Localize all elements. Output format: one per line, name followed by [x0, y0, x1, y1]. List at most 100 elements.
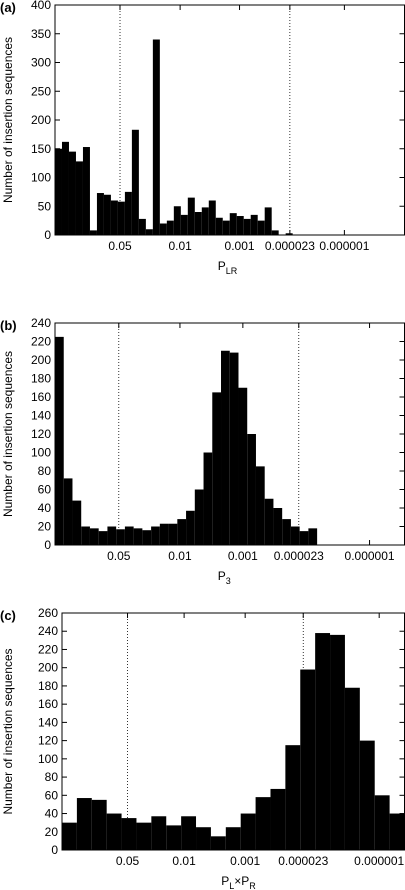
bar — [264, 498, 274, 545]
x-axis-label: P3 — [218, 569, 231, 586]
bar — [106, 813, 122, 850]
bar — [81, 526, 90, 545]
y-tick-label: 40 — [45, 807, 59, 821]
bar — [257, 220, 265, 235]
bar — [221, 350, 230, 545]
bar — [133, 528, 143, 545]
bar — [299, 531, 309, 545]
y-tick-label: 250 — [31, 84, 51, 98]
bar — [124, 191, 132, 235]
bar — [194, 212, 202, 235]
x-tick-label: 0.01 — [168, 239, 192, 253]
bar — [166, 220, 174, 235]
bar — [271, 230, 279, 235]
panel-label: (b) — [0, 318, 17, 333]
bar — [76, 798, 92, 850]
bar — [359, 740, 375, 850]
y-tick-label: 120 — [31, 427, 51, 441]
bar — [103, 194, 111, 235]
x-tick-label: 0.01 — [172, 854, 196, 868]
x-tick-label: 0.001 — [230, 854, 260, 868]
x-axis-label-subscript: LR — [226, 266, 238, 276]
y-tick-label: 0 — [44, 538, 51, 552]
y-tick-label: 100 — [38, 752, 58, 766]
x-axis-label-part: P — [218, 569, 226, 583]
bar — [222, 220, 230, 235]
bar — [374, 795, 390, 850]
x-tick-label: 0.05 — [107, 549, 131, 563]
y-tick-label: 140 — [38, 715, 58, 729]
y-tick-label: 180 — [38, 679, 58, 693]
bar — [255, 797, 271, 850]
bar — [186, 510, 195, 545]
bar — [238, 387, 248, 545]
y-tick-label: 200 — [31, 353, 51, 367]
bar — [159, 223, 167, 235]
y-tick-label: 150 — [31, 142, 51, 156]
bar — [270, 788, 286, 850]
bar — [121, 818, 137, 850]
y-tick-label: 240 — [38, 624, 58, 638]
x-axis-label: PLR — [218, 259, 238, 276]
bar — [273, 508, 283, 545]
y-tick-label: 140 — [31, 409, 51, 423]
bar — [181, 816, 197, 850]
y-tick-label: 200 — [31, 113, 51, 127]
bar — [89, 528, 99, 545]
x-tick-label: 0.000023 — [265, 239, 315, 253]
bar — [145, 229, 153, 235]
x-tick-label: 0.000023 — [278, 854, 328, 868]
y-tick-label: 50 — [38, 199, 52, 213]
x-axis-label-subscript: 3 — [226, 576, 231, 586]
panel-label: (c) — [0, 608, 16, 623]
bar — [98, 531, 108, 545]
bar — [194, 489, 204, 545]
bar — [282, 519, 291, 545]
y-tick-label: 200 — [38, 661, 58, 675]
bar — [285, 745, 301, 850]
bar — [89, 230, 97, 235]
bar — [131, 129, 139, 235]
bar — [389, 813, 405, 850]
x-tick-label: 0.000001 — [345, 549, 395, 563]
bar — [201, 207, 209, 235]
bar — [63, 478, 73, 545]
y-tick-label: 120 — [38, 734, 58, 748]
bar — [142, 530, 152, 545]
bar — [255, 466, 265, 545]
y-tick-label: 40 — [38, 501, 52, 515]
bar — [236, 216, 244, 235]
bar — [75, 161, 83, 235]
y-tick-label: 20 — [38, 520, 52, 534]
bar — [68, 151, 76, 235]
bar — [96, 193, 104, 235]
y-tick-label: 80 — [45, 770, 59, 784]
y-tick-label: 180 — [31, 372, 51, 386]
bar — [177, 519, 187, 545]
bar — [107, 526, 117, 545]
bar — [196, 827, 211, 850]
bar — [240, 813, 256, 850]
x-tick-label: 0.05 — [108, 239, 132, 253]
bar — [55, 148, 62, 235]
bar — [243, 218, 251, 235]
bar — [300, 669, 316, 850]
bar — [215, 217, 223, 235]
x-axis-label-part: P — [218, 259, 226, 273]
y-tick-label: 100 — [31, 171, 51, 185]
bar — [62, 822, 77, 850]
x-tick-label: 0.01 — [168, 549, 192, 563]
bar — [180, 214, 188, 235]
bar — [117, 201, 125, 235]
y-tick-label: 240 — [31, 316, 51, 330]
y-tick-label: 400 — [31, 0, 51, 12]
y-tick-label: 0 — [44, 228, 51, 242]
x-axis-label: PL×PR — [221, 874, 256, 890]
bar — [229, 352, 239, 545]
bar — [285, 233, 293, 235]
bar — [250, 214, 258, 235]
x-axis-label-part: P — [221, 874, 229, 888]
bar — [229, 213, 237, 235]
bar — [203, 452, 213, 545]
y-axis-label: Number of insertion sequences — [1, 648, 15, 814]
